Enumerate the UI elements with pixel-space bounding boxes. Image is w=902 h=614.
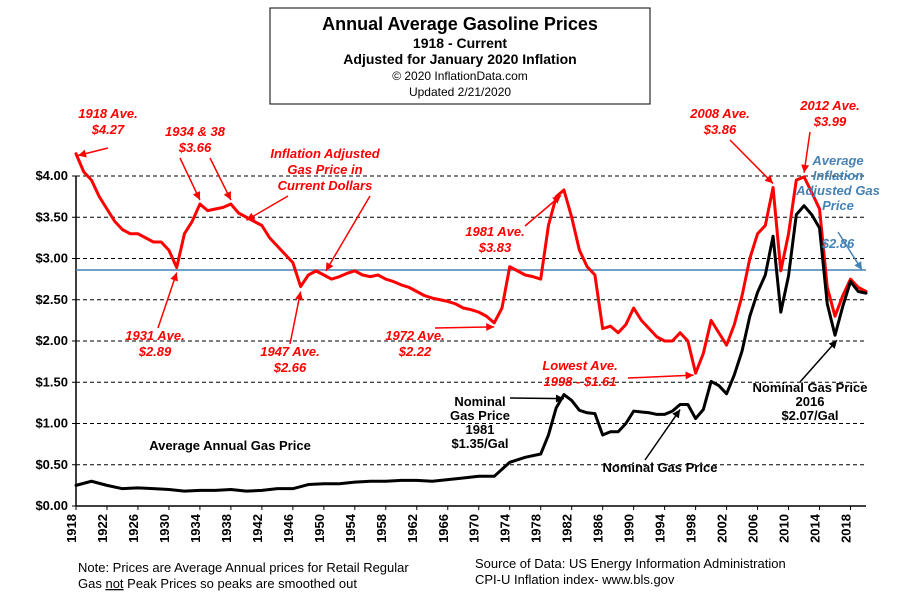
x-tick-label: 1994 xyxy=(653,513,668,543)
x-tick-label: 1990 xyxy=(622,514,637,543)
updated-date: Updated 2/21/2020 xyxy=(409,85,511,99)
annot-1934: 1934 & 38 xyxy=(165,124,226,139)
x-tick-label: 1950 xyxy=(312,514,327,543)
y-tick-label: $4.00 xyxy=(35,168,68,183)
annot-nominal-2016: 2016 xyxy=(796,394,825,409)
x-tick-label: 1930 xyxy=(157,514,172,543)
x-tick-label: 1958 xyxy=(374,514,389,543)
y-tick-label: $3.50 xyxy=(35,209,68,224)
label-inflation-adjusted: Gas Price in xyxy=(287,162,362,177)
annot-2008: 2008 Ave. xyxy=(689,106,750,121)
y-tick-label: $3.00 xyxy=(35,251,68,266)
label-inflation-adjusted: Inflation Adjusted xyxy=(270,146,380,161)
annot-1934: $3.66 xyxy=(178,140,212,155)
annot-2012: $3.99 xyxy=(813,114,847,129)
x-tick-label: 1938 xyxy=(219,514,234,543)
annot-1972: 1972 Ave. xyxy=(385,328,445,343)
x-tick-label: 1962 xyxy=(405,514,420,543)
footnote-left: Gas not Peak Prices so peaks are smoothe… xyxy=(78,576,357,591)
annot-1931: 1931 Ave. xyxy=(125,328,185,343)
x-tick-label: 1974 xyxy=(498,513,513,543)
annot-nominal-1981: Gas Price xyxy=(450,408,510,423)
annot-1931: $2.89 xyxy=(138,344,172,359)
y-tick-label: $0.00 xyxy=(35,498,68,513)
label-inflation-adjusted: Current Dollars xyxy=(278,178,373,193)
x-tick-label: 1954 xyxy=(343,513,358,543)
x-tick-label: 2006 xyxy=(746,514,761,543)
annot-1947: $2.66 xyxy=(273,360,307,375)
x-tick-label: 1966 xyxy=(436,514,451,543)
x-tick-label: 1982 xyxy=(560,514,575,543)
y-tick-label: $2.00 xyxy=(35,333,68,348)
annot-nominal-2016: $2.07/Gal xyxy=(781,408,838,423)
label-avg-annual: Average Annual Gas Price xyxy=(149,438,311,453)
annot-1981: 1981 Ave. xyxy=(465,224,525,239)
footnote-left: Note: Prices are Average Annual prices f… xyxy=(78,560,409,575)
x-tick-label: 1970 xyxy=(467,514,482,543)
footnote-right: CPI-U Inflation index- www.bls.gov xyxy=(475,572,675,587)
label-avg-price-value: $2.86 xyxy=(821,236,855,251)
y-tick-label: $1.50 xyxy=(35,374,68,389)
x-tick-label: 1946 xyxy=(281,514,296,543)
annot-1972: $2.22 xyxy=(398,344,432,359)
chart-title: Annual Average Gasoline Prices xyxy=(322,14,598,34)
chart-subtitle: 1918 - Current xyxy=(413,35,507,51)
annot-nominal-1981: 1981 xyxy=(466,422,495,437)
gas-price-chart: $0.00 $0.50 $1.00 $1.50 $2.00 $2.50 $3.00 $3.50… xyxy=(0,0,902,614)
y-tick-label: $0.50 xyxy=(35,457,68,472)
y-tick-label: $1.00 xyxy=(35,416,68,431)
annot-nominal-1981: $1.35/Gal xyxy=(451,436,508,451)
annot-1981: $3.83 xyxy=(478,240,512,255)
x-tick-label: 1978 xyxy=(529,514,544,543)
annot-1998: 1998 - $1.61 xyxy=(543,374,616,389)
x-tick-label: 1922 xyxy=(95,514,110,543)
annot-1947: 1947 Ave. xyxy=(260,344,320,359)
x-tick-label: 1926 xyxy=(126,514,141,543)
annot-nominal-1981: Nominal xyxy=(454,394,505,409)
label-avg-price: Average xyxy=(811,153,863,168)
footnote-right: Source of Data: US Energy Information Ad… xyxy=(475,556,786,571)
annot-nominal-2016: Nominal Gas Price xyxy=(753,380,868,395)
annot-1918: 1918 Ave. xyxy=(78,106,138,121)
label-avg-price: Price xyxy=(822,198,854,213)
annot-1918: $4.27 xyxy=(91,122,125,137)
x-tick-label: 1942 xyxy=(250,514,265,543)
annot-1998: Lowest Ave. xyxy=(542,358,617,373)
y-tick-label: $2.50 xyxy=(35,292,68,307)
x-tick-label: 2014 xyxy=(808,513,823,543)
chart-subtitle2: Adjusted for January 2020 Inflation xyxy=(343,51,576,67)
x-tick-label: 1918 xyxy=(64,514,79,543)
annot-2008: $3.86 xyxy=(703,122,737,137)
x-tick-label: 1934 xyxy=(188,513,203,543)
label-avg-price: Inflation xyxy=(813,168,864,183)
label-avg-price: Adjusted Gas xyxy=(795,183,880,198)
x-tick-label: 2010 xyxy=(777,514,792,543)
x-tick-label: 1986 xyxy=(591,514,606,543)
label-nominal: Nominal Gas Price xyxy=(603,460,718,475)
x-tick-label: 2002 xyxy=(715,514,730,543)
annot-2012: 2012 Ave. xyxy=(799,98,860,113)
x-tick-label: 1998 xyxy=(684,514,699,543)
series-inflation_adjusted xyxy=(76,154,866,373)
copyright: © 2020 InflationData.com xyxy=(392,69,528,83)
x-tick-label: 2018 xyxy=(839,514,854,543)
